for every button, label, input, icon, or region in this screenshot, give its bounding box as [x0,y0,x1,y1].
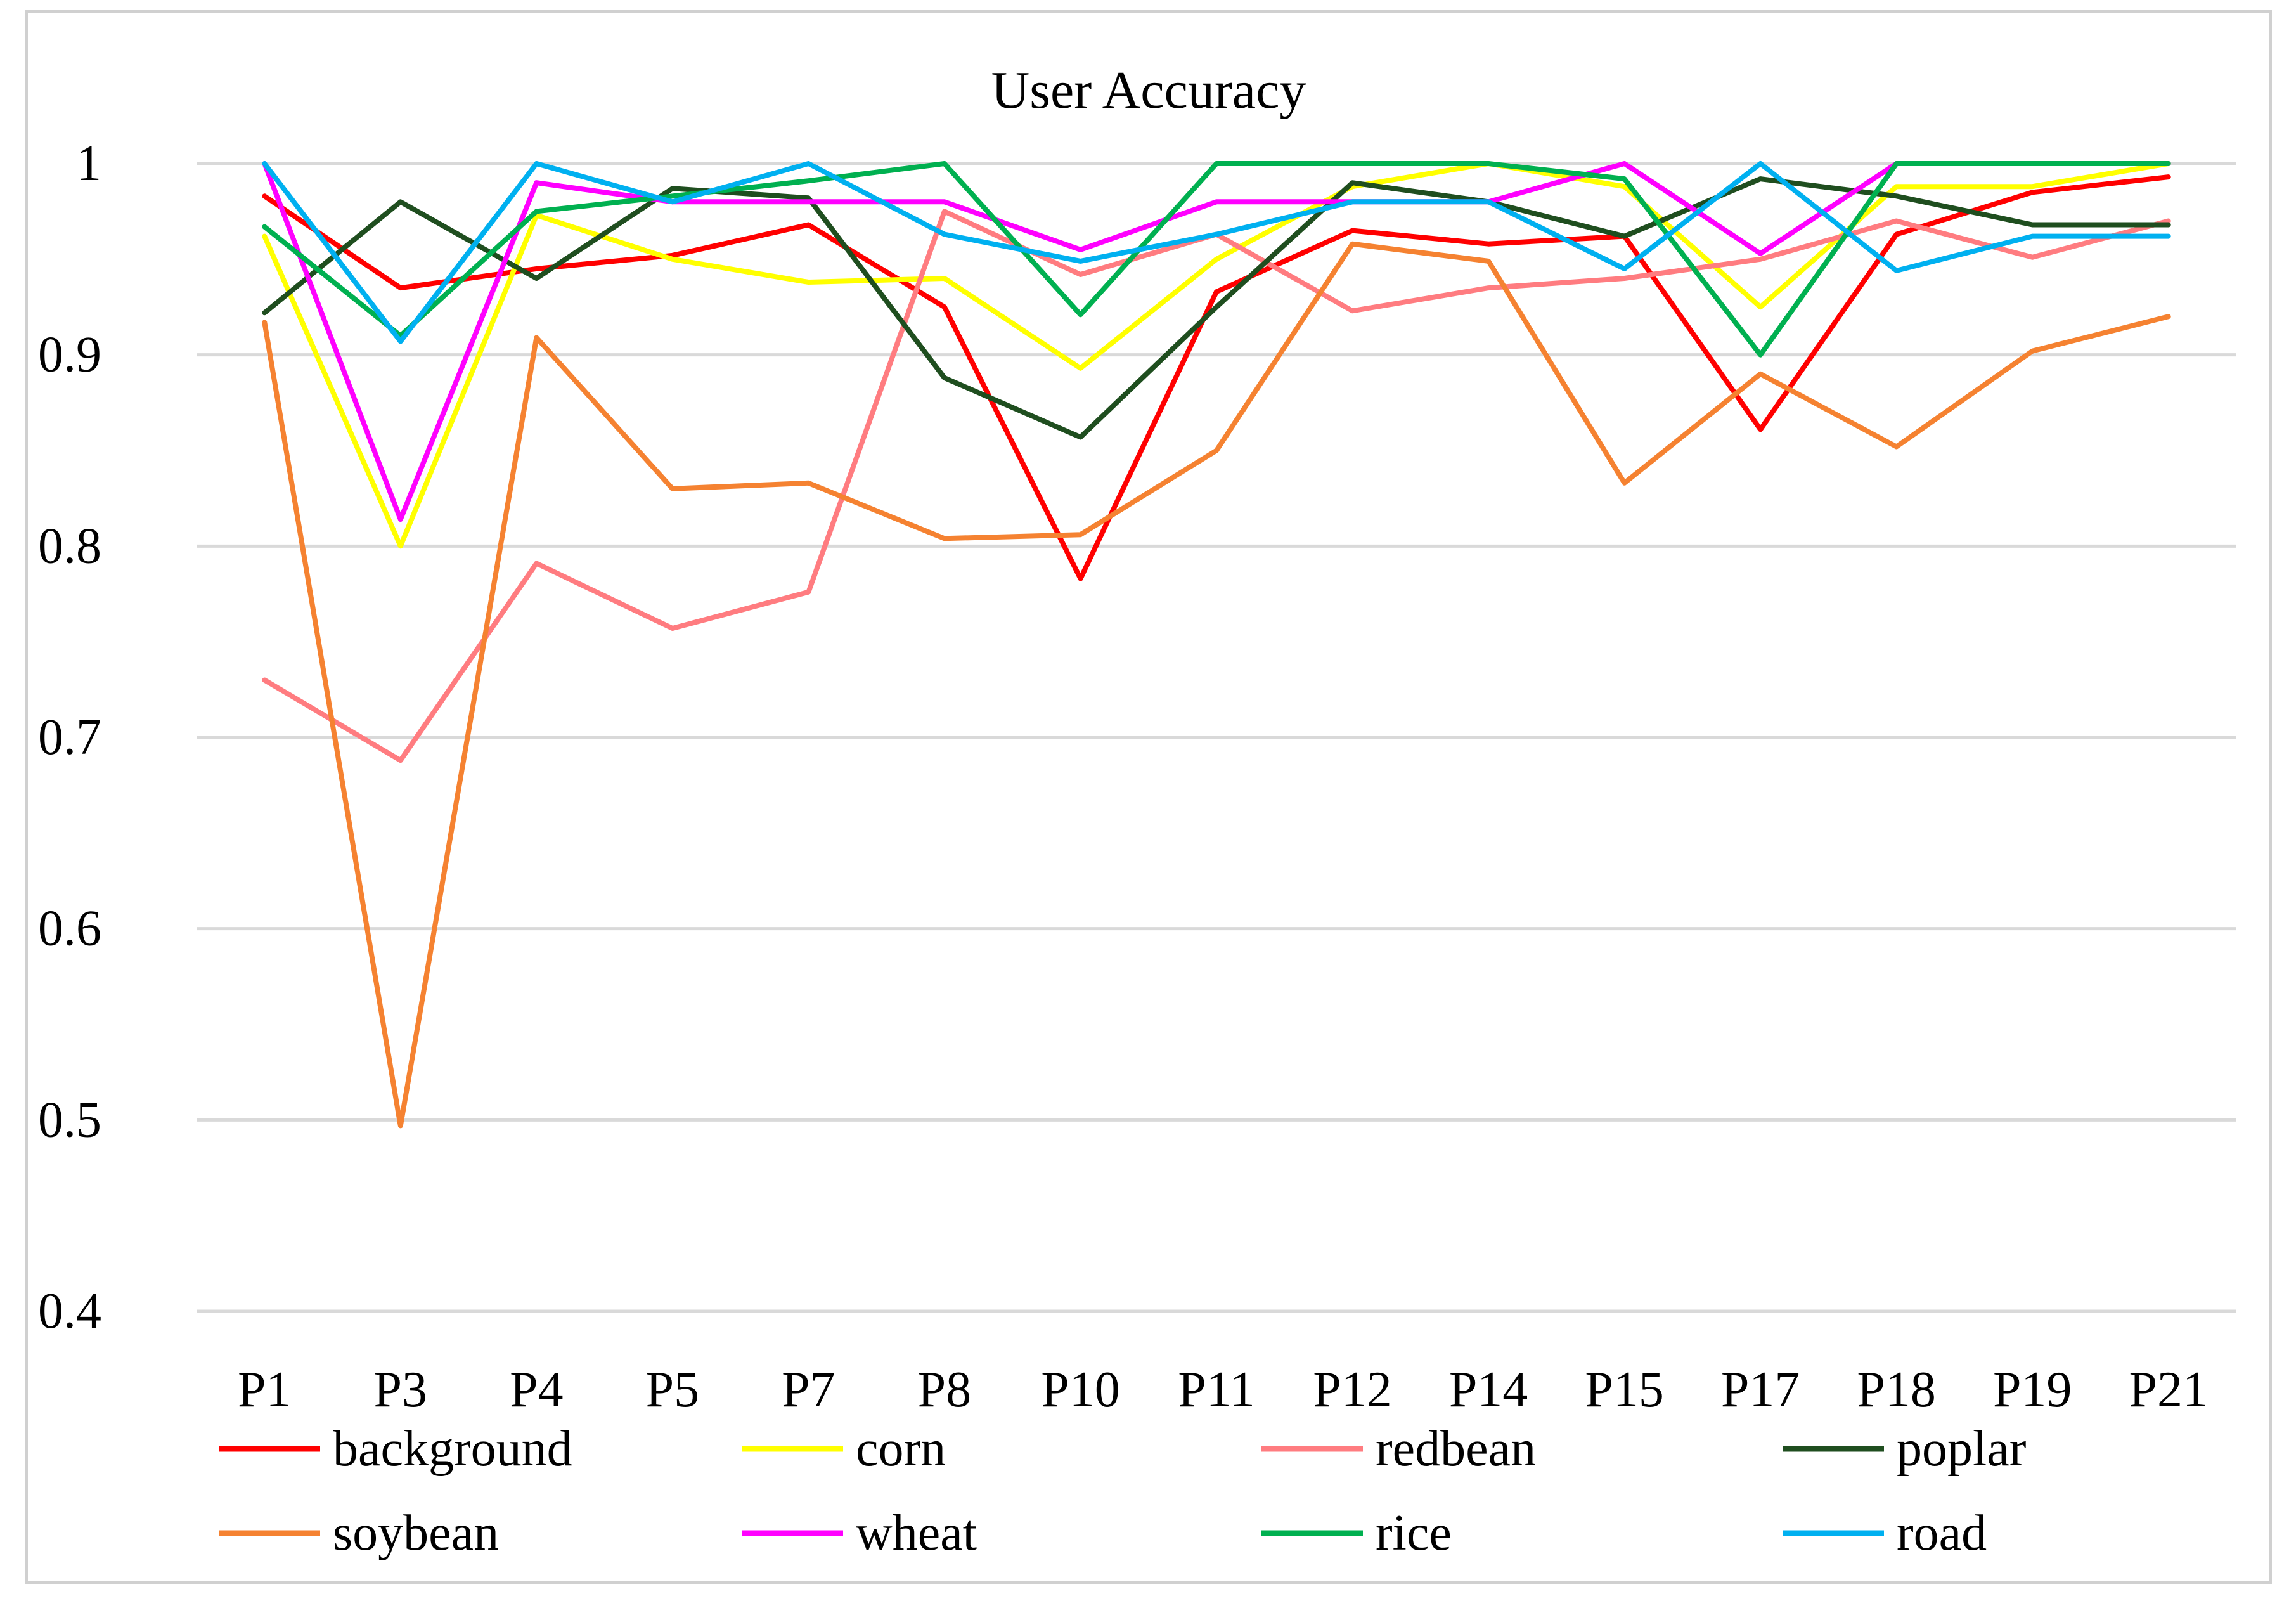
x-tick-label: P1 [238,1362,292,1418]
y-tick-label: 0.7 [38,710,101,765]
x-tick-label: P3 [374,1362,428,1418]
legend-label-rice: rice [1376,1505,1452,1561]
series-line-rice [262,161,2171,358]
y-tick-label: 1 [76,136,101,191]
x-axis-tick-labels: P1 P3 P4 P5 P7 P8 P10 P11 P12 P14 P15 P17 P18 P19 P21 [238,1362,2208,1418]
series-line-poplar [262,176,2171,440]
x-tick-label: P11 [1178,1362,1255,1418]
legend-label-wheat: wheat [856,1505,977,1561]
series-line-wheat [262,161,2171,522]
x-tick-label: P18 [1857,1362,1936,1418]
x-tick-label: P7 [782,1362,835,1418]
y-tick-label: 0.4 [38,1283,101,1339]
legend-label-redbean: redbean [1376,1421,1536,1477]
x-tick-label: P15 [1585,1362,1664,1418]
legend-label-background: background [333,1421,572,1477]
y-tick-label: 0.9 [38,327,101,383]
legend: background corn redbean poplar soybean wheat r… [219,1421,2026,1561]
x-tick-label: P14 [1449,1362,1528,1418]
y-axis-tick-labels: 0.4 0.5 0.6 0.7 0.8 0.9 1 [38,136,101,1339]
x-tick-label: P10 [1041,1362,1120,1418]
x-tick-label: P8 [918,1362,972,1418]
x-tick-label: P17 [1721,1362,1800,1418]
series-line-background [262,174,2171,581]
y-tick-label: 0.5 [38,1092,101,1148]
legend-label-soybean: soybean [333,1505,499,1561]
y-tick-label: 0.6 [38,901,101,957]
series-line-road [262,161,2171,344]
x-tick-label: P5 [646,1362,700,1418]
series-line-soybean [262,241,2171,1129]
x-tick-label: P4 [510,1362,564,1418]
legend-label-poplar: poplar [1897,1421,2026,1477]
series-lines [262,161,2171,1129]
legend-label-road: road [1897,1505,1987,1561]
legend-label-corn: corn [856,1421,946,1477]
chart-border [25,10,2272,1584]
y-tick-label: 0.8 [38,518,101,574]
x-tick-label: P21 [2129,1362,2208,1418]
x-tick-label: P19 [1993,1362,2072,1418]
x-tick-label: P12 [1313,1362,1392,1418]
chart-title: User Accuracy [991,61,1306,120]
